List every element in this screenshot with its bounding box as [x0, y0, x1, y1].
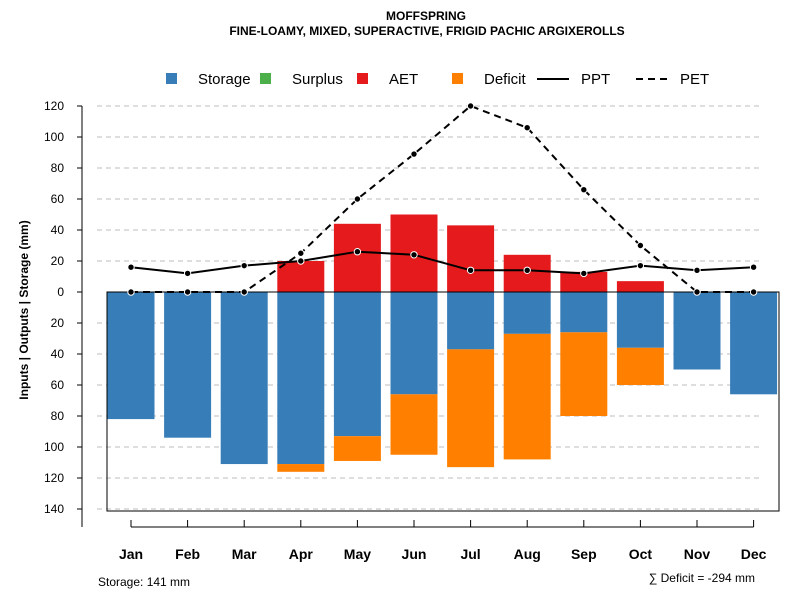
storage-note: Storage: 141 mm [98, 575, 190, 589]
pet-point [580, 186, 588, 194]
y-tick-label: 120 [44, 471, 64, 485]
y-tick-label: 40 [51, 223, 65, 237]
plot-frame [106, 291, 780, 512]
aet-bar [560, 271, 608, 292]
x-tick-label: Feb [175, 546, 200, 562]
ppt-line [130, 250, 754, 275]
legend-label: PET [680, 71, 709, 88]
pet-point [410, 150, 418, 158]
ppt-point [410, 251, 418, 259]
deficit-bar [447, 349, 495, 468]
aet-bar [616, 281, 664, 292]
ppt-point [580, 269, 588, 278]
deficit-bar [277, 464, 325, 472]
bar-series [107, 214, 779, 472]
y-tick-label: 60 [51, 378, 65, 392]
storage-bar [333, 292, 381, 437]
x-axis: Jan Feb Mar Apr May Jun Jul Aug Sep Oct Nov Dec [119, 520, 767, 562]
pet-point [127, 288, 135, 296]
y-tick-label: 100 [44, 440, 64, 454]
chart-subtitle: FINE-LOAMY, MIXED, SUPERACTIVE, FRIGID P… [229, 24, 624, 38]
deficit-bar [560, 332, 608, 416]
y-tick-label: 120 [44, 99, 64, 113]
legend-swatch [452, 73, 463, 84]
ppt-point [127, 263, 135, 271]
ppt-point [636, 261, 645, 270]
ppt-point [353, 248, 362, 256]
legend-label: PPT [581, 71, 610, 88]
y-tick-label: 80 [51, 161, 65, 175]
y-tick-label: 20 [51, 254, 65, 268]
y-tick-label: 140 [44, 502, 64, 516]
storage-bar [560, 292, 608, 333]
x-tick-label: Mar [232, 546, 257, 562]
ppt-point [183, 269, 192, 278]
pet-point [693, 288, 701, 296]
x-tick-label: Oct [629, 546, 653, 562]
storage-bar [673, 292, 721, 370]
storage-bar [220, 292, 268, 465]
deficit-bar [333, 436, 381, 461]
x-tick-label: Jul [460, 546, 480, 562]
legend-label: Surplus [292, 71, 343, 88]
x-tick-label: Aug [514, 546, 541, 562]
storage-bar [503, 292, 551, 334]
ppt-point [466, 266, 475, 274]
y-tick-label: 60 [51, 192, 65, 206]
pet-line [131, 104, 754, 293]
pet-point [297, 249, 305, 257]
legend-swatch [357, 73, 368, 84]
deficit-bar [503, 333, 551, 460]
pet-point [353, 195, 362, 203]
storage-bar [164, 292, 212, 438]
legend-label: Storage [198, 71, 251, 88]
storage-bar [616, 292, 664, 348]
x-tick-label: Jan [119, 546, 143, 562]
storage-bar [447, 292, 495, 350]
storage-bar [277, 292, 325, 465]
chart-title: MOFFSPRING [386, 9, 466, 23]
ppt-point [749, 263, 758, 271]
y-tick-label: 0 [57, 285, 64, 299]
pet-point [636, 241, 645, 250]
ppt-point [523, 266, 531, 274]
y-tick-label: 20 [51, 316, 65, 330]
x-tick-label: Dec [741, 546, 767, 562]
ppt-point [693, 266, 701, 274]
ppt-point [240, 261, 248, 270]
y-axis-label: Inputs | Outputs | Storage (mm) [17, 220, 31, 399]
y-axis: 120 100 80 60 40 20 0 20 40 60 80 100 120 140 [44, 99, 83, 527]
pet-point [749, 288, 758, 296]
pet-point [466, 102, 475, 110]
storage-bar [107, 292, 155, 420]
aet-bar [333, 223, 381, 292]
x-tick-label: Nov [684, 546, 711, 562]
y-tick-label: 100 [44, 130, 64, 144]
line-series [127, 102, 758, 296]
ppt-point [297, 257, 305, 265]
x-tick-label: Sep [571, 546, 597, 562]
pet-point [183, 288, 192, 296]
y-tick-label: 40 [51, 347, 65, 361]
legend-swatch [260, 73, 271, 84]
deficit-note: ∑ Deficit = -294 mm [649, 571, 755, 585]
storage-bar [730, 292, 778, 395]
deficit-bar [390, 394, 438, 455]
x-tick-label: May [344, 546, 371, 562]
chart-legend: Storage Surplus AET Deficit PPT PET [166, 71, 709, 88]
x-tick-label: Jun [402, 546, 427, 562]
x-tick-label: Apr [289, 546, 314, 562]
pet-point [240, 288, 248, 296]
storage-bar [390, 292, 438, 395]
aet-bar [447, 225, 495, 292]
pet-point [523, 124, 531, 132]
aet-bar [277, 261, 325, 292]
deficit-bar [616, 347, 664, 385]
legend-label: AET [389, 71, 418, 88]
y-tick-label: 80 [51, 409, 65, 423]
legend-swatch [166, 73, 177, 84]
legend-label: Deficit [484, 71, 527, 88]
